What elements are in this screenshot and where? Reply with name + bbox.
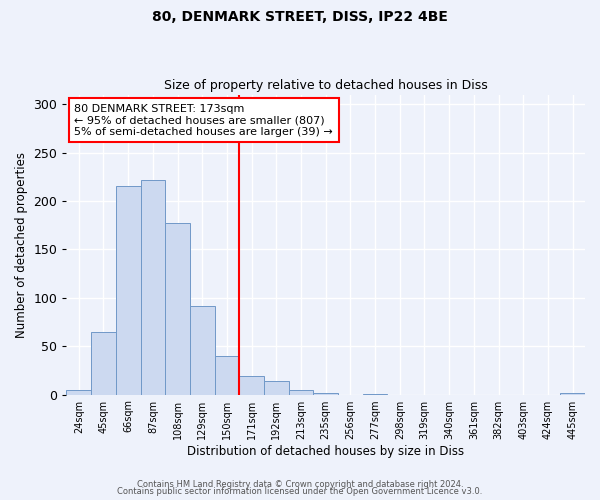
Bar (560, 392, 585, 394)
Bar (313, 392, 338, 394)
Bar (140, 180, 165, 394)
Bar (116, 186, 140, 394)
Title: Size of property relative to detached houses in Diss: Size of property relative to detached ho… (164, 79, 488, 92)
Bar (190, 306, 215, 394)
Bar (289, 390, 313, 394)
Text: Contains HM Land Registry data © Crown copyright and database right 2024.: Contains HM Land Registry data © Crown c… (137, 480, 463, 489)
Bar (67, 390, 91, 394)
Y-axis label: Number of detached properties: Number of detached properties (15, 152, 28, 338)
Bar (239, 376, 264, 394)
Bar (264, 381, 289, 394)
X-axis label: Distribution of detached houses by size in Diss: Distribution of detached houses by size … (187, 444, 464, 458)
Text: 80 DENMARK STREET: 173sqm
← 95% of detached houses are smaller (807)
5% of semi-: 80 DENMARK STREET: 173sqm ← 95% of detac… (74, 104, 333, 137)
Bar (165, 224, 190, 394)
Text: Contains public sector information licensed under the Open Government Licence v3: Contains public sector information licen… (118, 487, 482, 496)
Bar (215, 356, 239, 395)
Text: 80, DENMARK STREET, DISS, IP22 4BE: 80, DENMARK STREET, DISS, IP22 4BE (152, 10, 448, 24)
Bar (91, 332, 116, 394)
